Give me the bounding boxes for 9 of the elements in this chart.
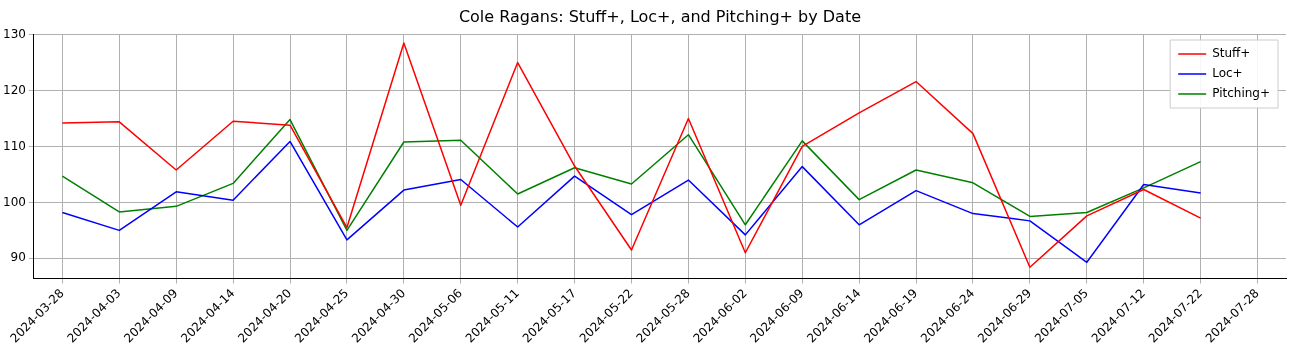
y-tick-label: 90 — [10, 250, 26, 265]
legend-label: Pitching+ — [1212, 86, 1270, 101]
y-tick-label: 120 — [3, 82, 26, 97]
legend-label: Stuff+ — [1212, 46, 1251, 61]
chart-title: Cole Ragans: Stuff+, Loc+, and Pitching+ by Date — [458, 7, 862, 27]
legend-label: Loc+ — [1212, 66, 1243, 81]
y-tick-label: 100 — [3, 194, 26, 209]
y-tick-label: 110 — [3, 138, 26, 153]
y-tick-label: 130 — [3, 26, 26, 41]
